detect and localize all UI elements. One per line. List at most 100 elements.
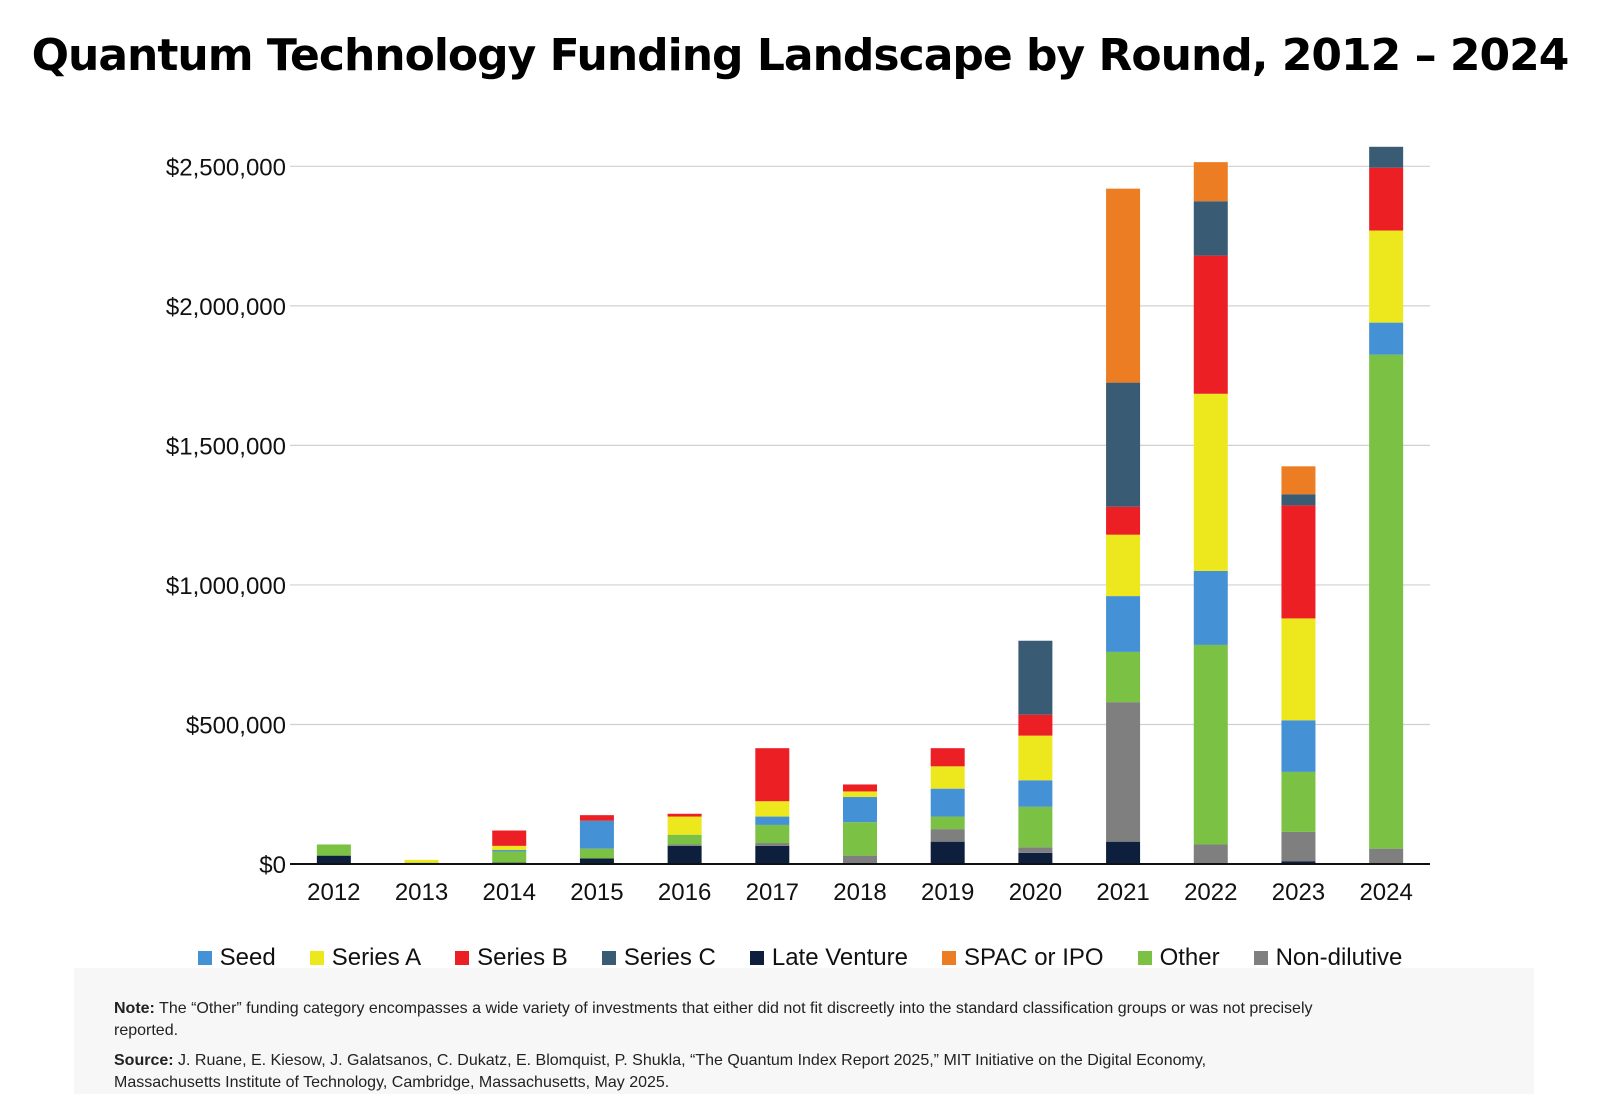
bar-segment-2016-series-b: [667, 813, 702, 817]
legend-label-series-b: Series B: [477, 944, 568, 971]
bar-segment-2022-series-b: [1193, 255, 1228, 394]
bar-segment-2019-late-venture: [930, 841, 965, 864]
bar-segment-2018-non-dilutive: [843, 855, 877, 864]
bar-segment-2022-series-c: [1193, 201, 1228, 256]
x-tick-label: 2020: [1009, 879, 1062, 906]
chart-title: Quantum Technology Funding Landscape by …: [31, 30, 1570, 81]
legend-item-late-venture: Late Venture: [749, 944, 908, 972]
x-tick-label: 2023: [1272, 879, 1325, 906]
y-tick-label: $1,000,000: [166, 573, 286, 600]
bar-segment-2022-other: [1193, 644, 1228, 845]
legend-swatch-spac-or-ipo: [941, 951, 956, 965]
bar-segment-2019-series-a: [930, 766, 965, 789]
legend-label-seed: Seed: [219, 944, 276, 971]
note-text: The “Other” funding category encompasses…: [114, 1000, 1313, 1039]
bar-segment-2024-non-dilutive: [1369, 848, 1404, 864]
bar-segment-2024-other: [1369, 354, 1404, 849]
bar-segment-2019-other: [930, 816, 965, 830]
bar-segment-2023-non-dilutive: [1281, 831, 1316, 862]
legend-swatch-non-dilutive: [1253, 951, 1268, 965]
bar-segment-2017-other: [755, 824, 790, 844]
bar-segment-2014-other: [492, 851, 527, 863]
legend-item-series-a: Series A: [309, 944, 422, 972]
note-label: Note:: [114, 1000, 155, 1017]
bar-segment-2023-series-a: [1281, 618, 1316, 721]
bar-segment-2019-seed: [930, 788, 965, 817]
bar-segment-2018-series-b: [843, 784, 877, 792]
bar-segment-2020-series-c: [1018, 640, 1053, 715]
legend-item-non-dilutive: Non-dilutive: [1253, 944, 1403, 972]
bar-segment-2020-series-b: [1018, 714, 1053, 736]
bar-segment-2012-late-venture: [316, 855, 351, 864]
bar-segment-2023-series-c: [1281, 494, 1316, 506]
note: Note: The “Other” funding category encom…: [114, 998, 1314, 1042]
legend-swatch-late-venture: [749, 951, 764, 965]
bar-segment-2021-spac-or-ipo: [1106, 188, 1141, 383]
bar-segment-2021-late-venture: [1106, 841, 1141, 864]
bar-segment-2021-seed: [1106, 596, 1141, 652]
legend-label-other: Other: [1159, 944, 1220, 971]
notes-panel: Note: The “Other” funding category encom…: [74, 968, 1534, 1094]
bar-segment-2012-other: [316, 844, 351, 856]
bar-segment-2017-non-dilutive: [755, 843, 790, 846]
bar-segment-2023-series-b: [1281, 505, 1316, 619]
legend-swatch-seed: [197, 951, 212, 965]
legend-item-series-c: Series C: [601, 944, 716, 972]
bar-segment-2024-series-a: [1369, 230, 1404, 323]
x-tick-label: 2012: [307, 879, 360, 906]
x-tick-label: 2017: [746, 879, 799, 906]
y-tick-label: $1,500,000: [166, 433, 286, 460]
y-tick-label: $2,500,000: [166, 154, 286, 181]
legend-label-series-a: Series A: [331, 944, 422, 971]
x-tick-label: 2013: [395, 879, 448, 906]
bar-segment-2020-series-a: [1018, 735, 1053, 781]
bar-segment-2021-other: [1106, 651, 1141, 703]
y-tick-label: $500,000: [186, 712, 286, 739]
legend-swatch-series-c: [601, 951, 616, 965]
bar-segment-2023-late-venture: [1281, 861, 1316, 864]
bar-segment-2016-non-dilutive: [667, 844, 702, 846]
chart-legend: Seed Series A Series B Series C Late Ven…: [0, 944, 1600, 972]
x-tick-label: 2015: [570, 879, 623, 906]
bar-segment-2024-series-c: [1369, 146, 1404, 168]
bar-segment-2020-seed: [1018, 780, 1053, 807]
bar-segment-2024-seed: [1369, 322, 1404, 355]
legend-label-late-venture: Late Venture: [771, 944, 908, 971]
bar-segment-2016-series-a: [667, 816, 702, 835]
legend-item-seed: Seed: [197, 944, 276, 972]
bar-segment-2016-late-venture: [667, 845, 702, 864]
legend-item-other: Other: [1137, 944, 1220, 972]
bar-segment-2018-series-a: [843, 791, 877, 798]
bar-segment-2016-other: [667, 834, 702, 845]
x-tick-label: 2018: [833, 879, 886, 906]
x-tick-label: 2021: [1096, 879, 1149, 906]
legend-swatch-series-a: [309, 951, 324, 965]
bar-segment-2024-series-b: [1369, 167, 1404, 231]
stacked-bar-chart: $0 $500,000 $1,000,000 $1,500,000 $2,000,000…: [166, 146, 1430, 906]
bar-segment-2015-other: [579, 848, 614, 859]
bar-segment-2023-spac-or-ipo: [1281, 466, 1316, 495]
bar-segment-2021-series-c: [1106, 382, 1141, 507]
bar-segment-2013-series-a: [404, 859, 439, 863]
legend-swatch-series-b: [455, 951, 470, 965]
bar-segment-2023-seed: [1281, 720, 1316, 772]
bar-segment-2017-late-venture: [755, 845, 790, 864]
x-tick-label: 2016: [658, 879, 711, 906]
legend-label-series-c: Series C: [623, 944, 716, 971]
bar-segment-2021-non-dilutive: [1106, 702, 1141, 842]
bar-segment-2017-series-a: [755, 801, 790, 817]
source-text: J. Ruane, E. Kiesow, J. Galatsanos, C. D…: [114, 1052, 1207, 1091]
bar-segment-2018-seed: [843, 797, 877, 823]
y-tick-label: $2,000,000: [166, 294, 286, 321]
bar-segment-2019-series-b: [930, 748, 965, 767]
bar-segment-2015-late-venture: [579, 858, 614, 864]
bar-segment-2019-non-dilutive: [930, 829, 965, 842]
bar-segment-2021-series-a: [1106, 534, 1141, 597]
source: Source: J. Ruane, E. Kiesow, J. Galatsan…: [114, 1050, 1314, 1094]
bar-segment-2020-non-dilutive: [1018, 847, 1053, 853]
legend-label-spac-or-ipo: SPAC or IPO: [963, 944, 1104, 971]
bar-segment-2022-seed: [1193, 570, 1228, 645]
bar-segment-2014-series-a: [492, 845, 527, 851]
x-tick-label: 2022: [1184, 879, 1237, 906]
legend-label-non-dilutive: Non-dilutive: [1275, 944, 1403, 971]
